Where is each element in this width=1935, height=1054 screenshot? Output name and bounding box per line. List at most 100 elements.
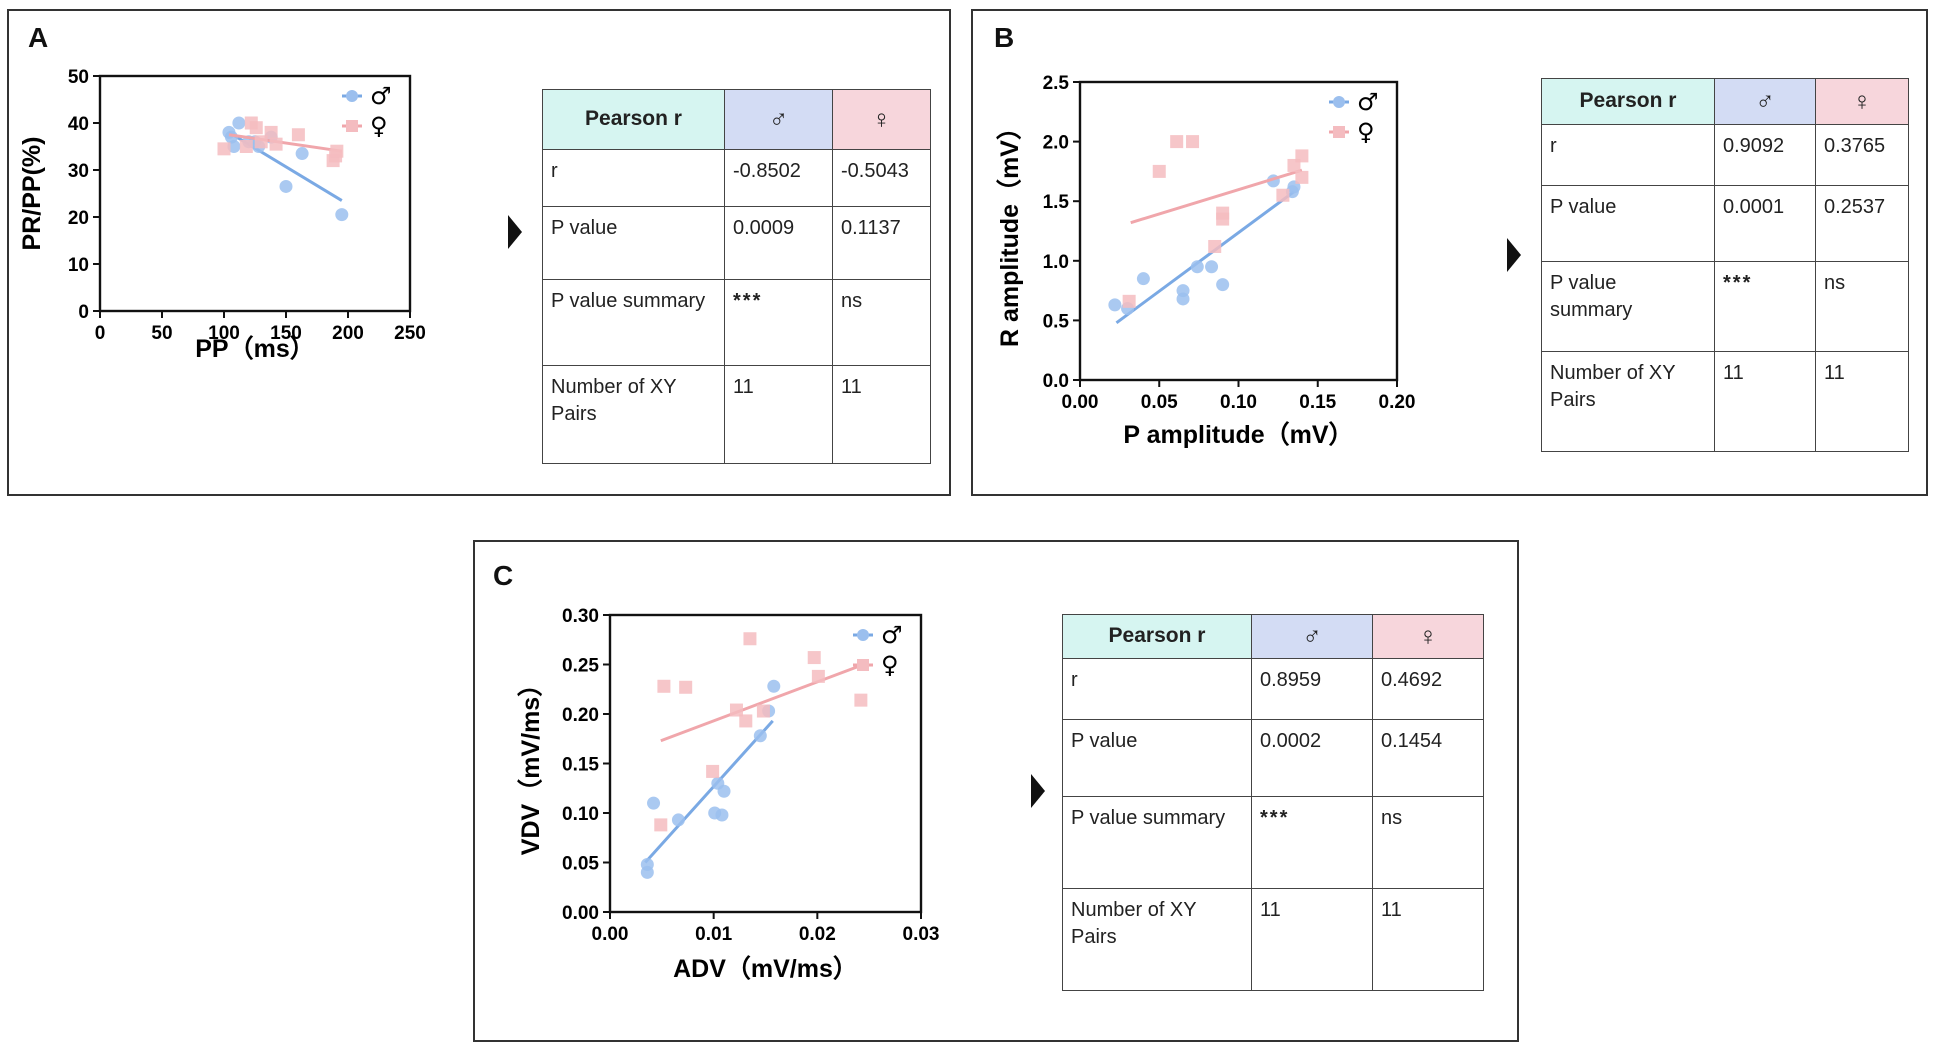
x-tick-label: 0 [95, 323, 106, 344]
male-value: 0.0001 [1714, 185, 1816, 262]
male-data-point [1176, 292, 1190, 306]
y-tick-label: 2.5 [1043, 73, 1070, 94]
header-male: ♂ [1251, 614, 1373, 659]
x-tick-label: 0.02 [799, 924, 836, 945]
female-fit-line [228, 133, 343, 153]
row-label: r [1541, 124, 1715, 186]
legend-male-label: ♂ [1357, 88, 1379, 116]
male-data-point [1136, 272, 1150, 286]
female-value: 0.1137 [832, 206, 931, 280]
legend-female-label: ♀ [1357, 118, 1375, 146]
female-data-point [1276, 188, 1290, 202]
panel-letter-b: B [994, 22, 1015, 53]
female-value: 0.2537 [1815, 185, 1909, 262]
male-value: 11 [1251, 888, 1373, 991]
y-axis-title: R amplitude（mV） [995, 115, 1024, 347]
male-value: 0.0009 [724, 206, 833, 280]
female-value: ns [832, 279, 931, 366]
table-row: r -0.8502 -0.5043 [542, 149, 931, 207]
y-tick-label: 50 [68, 67, 89, 88]
female-value: ns [1815, 261, 1909, 352]
row-label: r [1062, 658, 1252, 720]
y-tick-label: 1.5 [1043, 192, 1070, 213]
legend-male-marker [346, 90, 358, 102]
y-tick-label: 40 [68, 114, 89, 135]
female-value: -0.5043 [832, 149, 931, 207]
legend-male-marker [1333, 96, 1345, 108]
female-value: 11 [832, 365, 931, 464]
header-male: ♂ [1714, 78, 1816, 125]
y-tick-label: 20 [68, 208, 89, 229]
female-data-point [269, 137, 283, 151]
significance-stars: *** [1251, 796, 1373, 889]
male-data-point [647, 796, 661, 810]
panel-letter-a: A [28, 22, 49, 53]
male-value: 11 [724, 365, 833, 464]
male-value: 11 [1714, 351, 1816, 452]
female-value: 11 [1372, 888, 1484, 991]
male-data-point [279, 179, 293, 193]
x-tick-label: 50 [151, 323, 172, 344]
female-data-point [1122, 294, 1136, 308]
female-data-point [1295, 149, 1309, 163]
row-label: P value [1062, 719, 1252, 797]
x-tick-label: 0.15 [1299, 392, 1336, 413]
female-data-point [811, 669, 825, 683]
female-data-point [706, 764, 720, 778]
stats-table-c: Pearson r ♂ ♀ r 0.8959 0.4692 P value 0.… [1062, 614, 1484, 991]
table-row: r 0.8959 0.4692 [1062, 658, 1484, 720]
triangle-right-icon [1031, 774, 1045, 808]
female-data-point [249, 121, 263, 135]
stats-table-a: Pearson r ♂ ♀ r -0.8502 -0.5043 P value … [542, 89, 931, 464]
header-female: ♀ [1815, 78, 1909, 125]
male-data-point [767, 679, 781, 693]
female-data-point [239, 140, 253, 153]
female-data-point [1152, 164, 1166, 178]
male-data-point [1108, 298, 1122, 312]
male-data-point [232, 116, 246, 130]
female-data-point [657, 679, 671, 693]
y-axis-title: VDV（mV/ms） [516, 672, 545, 855]
triangle-right-icon [1507, 238, 1521, 272]
table-row: P value 0.0001 0.2537 [1541, 185, 1909, 262]
y-tick-label: 1.0 [1043, 252, 1069, 273]
male-data-point [671, 813, 685, 827]
male-data-point [715, 808, 729, 822]
male-data-point [1205, 260, 1219, 274]
male-data-point [717, 784, 731, 798]
male-value: 0.8959 [1251, 658, 1373, 720]
legend-male-label: ♂ [370, 82, 392, 110]
stats-table-b: Pearson r ♂ ♀ r 0.9092 0.3765 P value 0.… [1541, 78, 1909, 452]
female-value: 11 [1815, 351, 1909, 452]
table-row: Number of XY Pairs 11 11 [1062, 888, 1484, 991]
female-data-point [217, 142, 231, 156]
y-tick-label: 0 [78, 302, 89, 323]
female-data-point [654, 818, 668, 832]
female-data-point [743, 632, 757, 646]
row-label: P value [1541, 185, 1715, 262]
table-row: Number of XY Pairs 11 11 [542, 365, 931, 464]
female-data-point [330, 144, 344, 158]
female-data-point [739, 714, 753, 728]
y-tick-label: 0.05 [562, 854, 599, 875]
legend-female-marker [857, 659, 869, 671]
y-axis-title: PR/PP(%) [18, 137, 46, 251]
x-tick-label: 150 [270, 323, 302, 344]
x-tick-label: 0.00 [592, 924, 629, 945]
y-tick-label: 30 [68, 161, 89, 182]
header-pearson-r: Pearson r [1541, 78, 1715, 125]
female-value: ns [1372, 796, 1484, 889]
y-tick-label: 0.20 [562, 705, 599, 726]
x-tick-label: 0.01 [695, 924, 732, 945]
female-value: 0.4692 [1372, 658, 1484, 720]
row-label: r [542, 149, 725, 207]
plot-area: 0 50 100 150 200 250 0 10 20 30 40 50 PP（ms） PR/PP(%)… [18, 67, 426, 363]
legend-female-label: ♀ [881, 651, 899, 679]
y-tick-label: 10 [68, 255, 89, 276]
header-female: ♀ [1372, 614, 1484, 659]
table-row: P value 0.0009 0.1137 [542, 206, 931, 280]
male-value: 0.9092 [1714, 124, 1816, 186]
table-row: Number of XY Pairs 11 11 [1541, 351, 1909, 452]
chart-a: 0 50 100 150 200 250 0 10 20 30 40 50 PP（ms） PR/PP(%)… [18, 67, 426, 363]
legend-female-marker [346, 120, 358, 132]
